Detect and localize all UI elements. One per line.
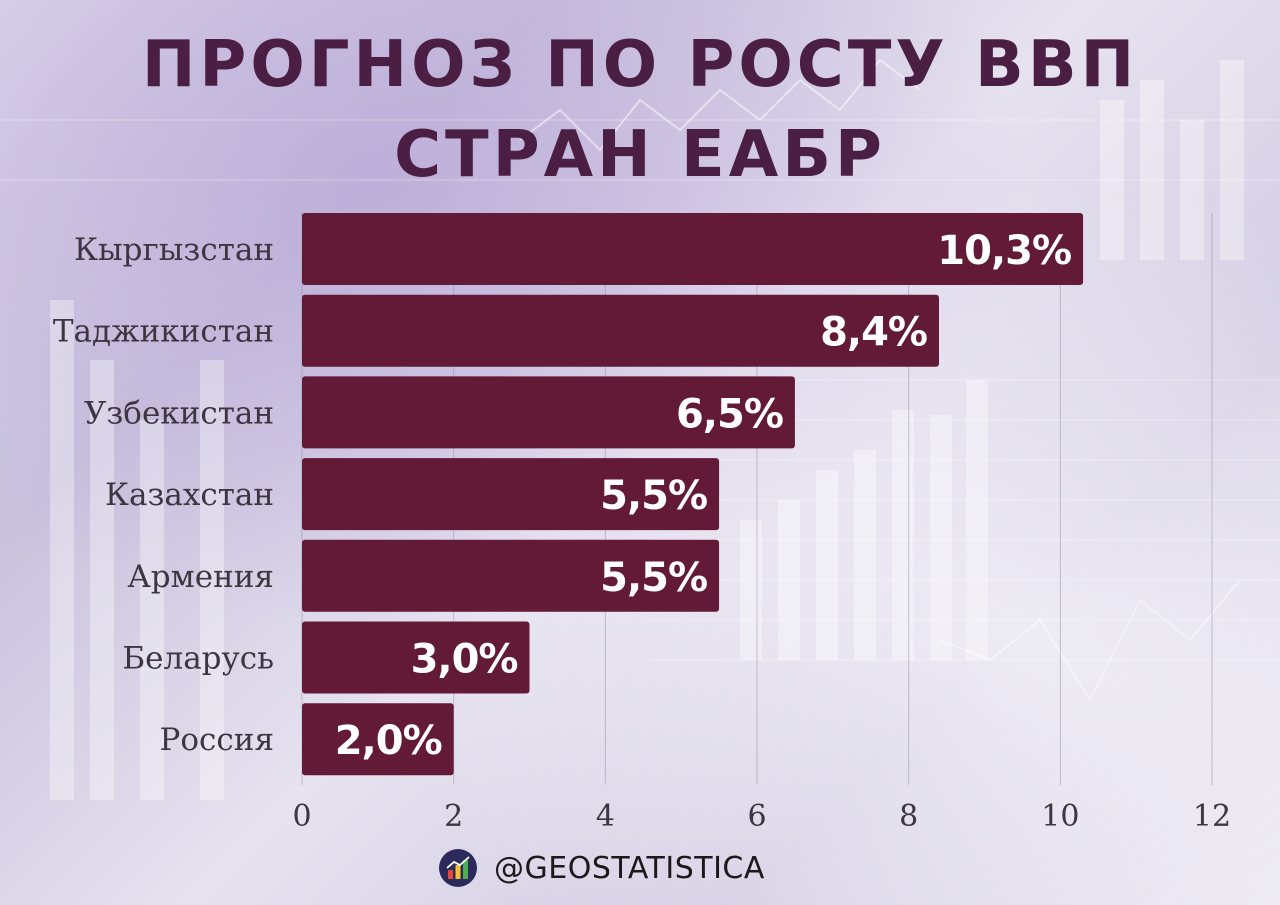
category-label: Беларусь — [122, 641, 274, 677]
bar-data-label: 2,0% — [335, 718, 442, 764]
category-label: Армения — [127, 559, 274, 595]
bar — [302, 294, 939, 367]
bar-data-label: 10,3% — [937, 228, 1071, 274]
category-label: Россия — [160, 722, 274, 758]
bar-data-label: 5,5% — [600, 473, 707, 519]
bar-chart-logo-icon — [439, 849, 477, 887]
category-label: Таджикистан — [53, 314, 274, 350]
x-tick-label: 0 — [292, 799, 311, 834]
x-axis-tick-labels: 0 2 4 6 8 10 12 — [292, 799, 1231, 834]
x-tick-label: 2 — [444, 799, 463, 834]
category-label: Узбекистан — [84, 395, 274, 431]
category-labels: Кыргызстан Таджикистан Узбекистан Казахстан… — [53, 232, 274, 758]
x-tick-label: 6 — [747, 799, 766, 834]
chart-title-line-2: СТРАН ЕАБР — [394, 118, 886, 192]
chart-bars: 10,3%8,4% 6,5% 5,5% 5,5% 3,0% 2,0% — [302, 213, 1084, 776]
bar — [302, 213, 1084, 285]
chart-title-line-1: ПРОГНОЗ ПО РОСТУ ВВП — [141, 28, 1139, 102]
category-label: Кыргызстан — [74, 232, 274, 268]
x-tick-label: 10 — [1041, 799, 1079, 834]
category-label: Казахстан — [105, 477, 274, 513]
bar — [302, 376, 795, 449]
bar-data-label: 8,4% — [820, 310, 927, 356]
chart-title: ПРОГНОЗ ПО РОСТУ ВВП СТРАН ЕАБР — [0, 20, 1280, 200]
bar — [302, 621, 530, 694]
bar-data-label: 6,5% — [676, 391, 783, 437]
bar — [302, 703, 454, 776]
x-tick-label: 4 — [596, 799, 615, 834]
x-tick-label: 12 — [1193, 799, 1231, 834]
footer: @GEOSTATISTICA — [438, 845, 765, 891]
x-tick-label: 8 — [899, 799, 918, 834]
bar-data-label: 3,0% — [411, 637, 518, 683]
bar-data-label: 5,5% — [600, 555, 707, 601]
footer-handle: @GEOSTATISTICA — [494, 850, 765, 886]
bar — [302, 539, 720, 612]
bar — [302, 458, 720, 531]
